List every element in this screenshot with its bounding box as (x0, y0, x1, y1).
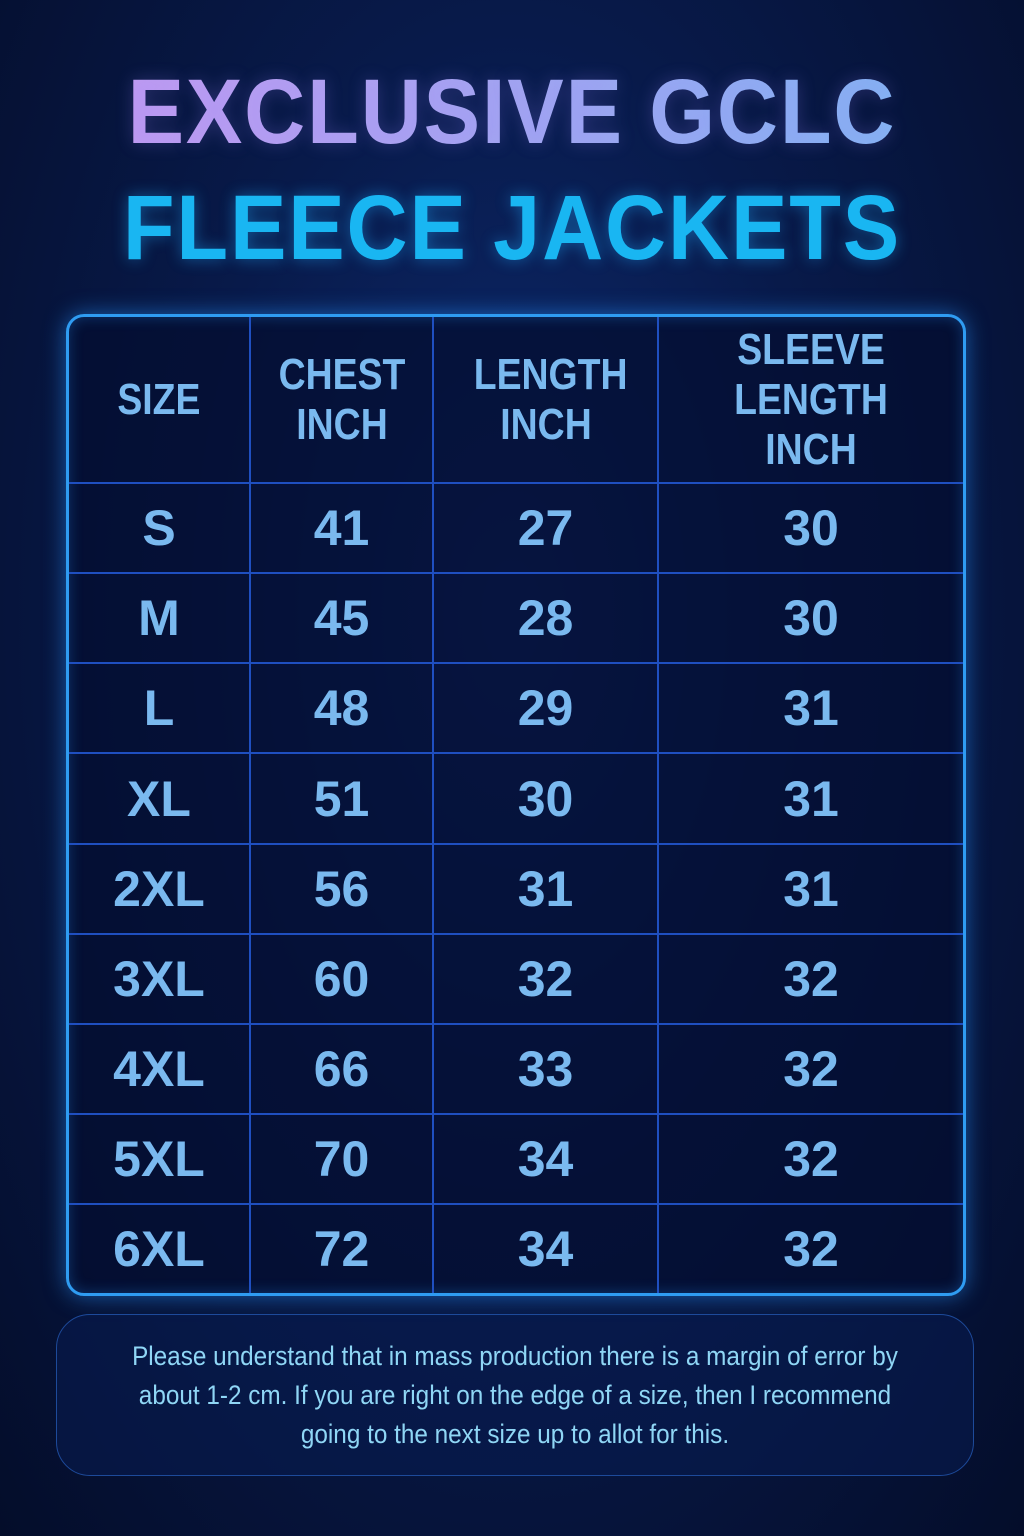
cell-chest: 56 (249, 842, 434, 935)
table-row: L 48 29 31 (69, 662, 963, 755)
disclaimer-text: Please understand that in mass productio… (132, 1340, 898, 1449)
cell-chest: 66 (249, 1022, 434, 1116)
cell-sleeve: 31 (657, 842, 963, 935)
cell-sleeve: 31 (657, 662, 963, 755)
table-row: M 45 28 30 (69, 572, 963, 665)
cell-length: 34 (432, 1203, 659, 1293)
cell-length: 30 (432, 752, 659, 845)
cell-sleeve: 32 (657, 1113, 963, 1206)
table-row: 5XL 70 34 32 (69, 1113, 963, 1206)
table-row: 4XL 66 33 32 (69, 1022, 963, 1116)
header-label: SLEEVE LENGTH INCH (734, 324, 888, 474)
size-chart-table: SIZE CHEST INCH LENGTH INCH SLEEVE LENGT… (66, 314, 966, 1296)
cell-sleeve: 30 (657, 572, 963, 665)
cell-chest: 70 (249, 1113, 434, 1206)
cell-size: 4XL (69, 1022, 251, 1116)
table-row: XL 51 30 31 (69, 752, 963, 845)
cell-chest: 48 (249, 662, 434, 755)
cell-length: 34 (432, 1113, 659, 1206)
title-line-1: EXCLUSIVE GCLC (41, 62, 983, 162)
header-size: SIZE (69, 317, 251, 484)
cell-size: 5XL (69, 1113, 251, 1206)
cell-length: 27 (432, 481, 659, 575)
cell-length: 32 (432, 932, 659, 1025)
cell-length: 33 (432, 1022, 659, 1116)
cell-chest: 45 (249, 572, 434, 665)
cell-size: 3XL (69, 932, 251, 1025)
table-row: 3XL 60 32 32 (69, 932, 963, 1025)
cell-chest: 72 (249, 1203, 434, 1293)
cell-size: S (69, 481, 251, 575)
header-chest: CHEST INCH (249, 317, 434, 484)
header-row: SIZE CHEST INCH LENGTH INCH SLEEVE LENGT… (69, 317, 963, 484)
cell-sleeve: 32 (657, 932, 963, 1025)
header-label: CHEST INCH (278, 349, 405, 449)
cell-sleeve: 31 (657, 752, 963, 845)
cell-sleeve: 30 (657, 481, 963, 575)
table-row: 2XL 56 31 31 (69, 842, 963, 935)
header-length: LENGTH INCH (432, 317, 659, 484)
cell-length: 28 (432, 572, 659, 665)
cell-sleeve: 32 (657, 1203, 963, 1293)
header-label: SIZE (117, 374, 201, 424)
cell-chest: 60 (249, 932, 434, 1025)
cell-size: 6XL (69, 1203, 251, 1293)
cell-size: M (69, 572, 251, 665)
cell-chest: 41 (249, 481, 434, 575)
cell-size: L (69, 662, 251, 755)
header-sleeve: SLEEVE LENGTH INCH (657, 317, 963, 484)
disclaimer-note: Please understand that in mass productio… (56, 1314, 974, 1476)
header-label: LENGTH INCH (473, 349, 628, 449)
cell-length: 29 (432, 662, 659, 755)
cell-size: 2XL (69, 842, 251, 935)
table-row: 6XL 72 34 32 (69, 1203, 963, 1293)
cell-length: 31 (432, 842, 659, 935)
table-row: S 41 27 30 (69, 481, 963, 575)
title-line-2: FLEECE JACKETS (122, 177, 902, 279)
cell-sleeve: 32 (657, 1022, 963, 1116)
cell-chest: 51 (249, 752, 434, 845)
cell-size: XL (69, 752, 251, 845)
